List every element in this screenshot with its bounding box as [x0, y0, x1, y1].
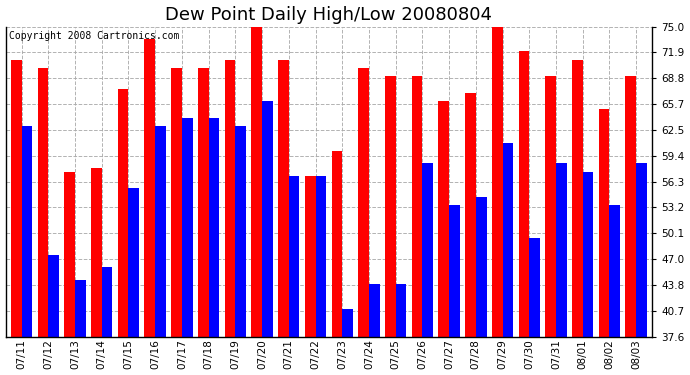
- Bar: [128, 188, 139, 337]
- Bar: [11, 60, 21, 337]
- Bar: [118, 89, 128, 337]
- Bar: [438, 101, 449, 337]
- Bar: [599, 110, 609, 337]
- Bar: [182, 118, 193, 337]
- Bar: [369, 284, 380, 337]
- Bar: [412, 76, 422, 337]
- Bar: [625, 76, 636, 337]
- Bar: [289, 176, 299, 337]
- Bar: [144, 39, 155, 337]
- Bar: [556, 164, 566, 337]
- Bar: [305, 176, 315, 337]
- Bar: [101, 267, 112, 337]
- Title: Dew Point Daily High/Low 20080804: Dew Point Daily High/Low 20080804: [166, 6, 493, 24]
- Bar: [582, 172, 593, 337]
- Bar: [64, 172, 75, 337]
- Bar: [422, 164, 433, 337]
- Bar: [476, 196, 486, 337]
- Bar: [38, 68, 48, 337]
- Bar: [358, 68, 369, 337]
- Bar: [395, 284, 406, 337]
- Bar: [91, 168, 101, 337]
- Bar: [385, 76, 395, 337]
- Bar: [278, 60, 289, 337]
- Bar: [262, 101, 273, 337]
- Bar: [235, 126, 246, 337]
- Bar: [465, 93, 476, 337]
- Bar: [48, 255, 59, 337]
- Bar: [225, 60, 235, 337]
- Bar: [609, 205, 620, 337]
- Bar: [636, 164, 647, 337]
- Text: Copyright 2008 Cartronics.com: Copyright 2008 Cartronics.com: [9, 31, 179, 41]
- Bar: [155, 126, 166, 337]
- Bar: [502, 142, 513, 337]
- Bar: [545, 76, 556, 337]
- Bar: [198, 68, 208, 337]
- Bar: [171, 68, 182, 337]
- Bar: [492, 27, 502, 337]
- Bar: [519, 51, 529, 337]
- Bar: [75, 279, 86, 337]
- Bar: [251, 18, 262, 337]
- Bar: [529, 238, 540, 337]
- Bar: [21, 126, 32, 337]
- Bar: [208, 118, 219, 337]
- Bar: [342, 309, 353, 337]
- Bar: [331, 151, 342, 337]
- Bar: [315, 176, 326, 337]
- Bar: [449, 205, 460, 337]
- Bar: [572, 60, 582, 337]
